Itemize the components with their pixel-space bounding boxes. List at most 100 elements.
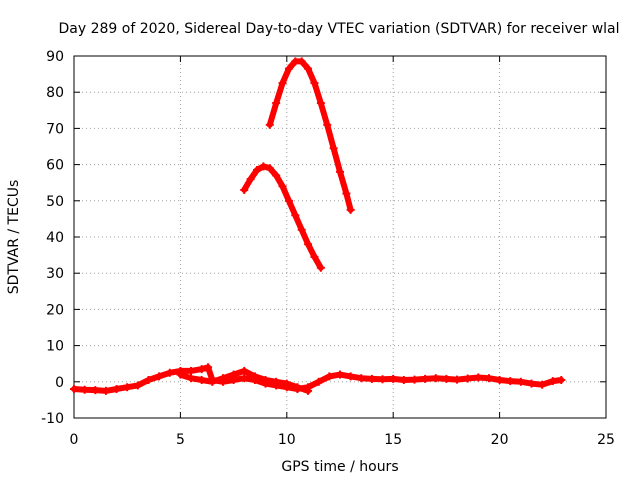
data-point [187, 374, 196, 383]
data-point [253, 166, 262, 175]
data-point [204, 363, 213, 372]
data-point [293, 383, 302, 392]
data-point [399, 375, 408, 384]
data-point [516, 377, 525, 386]
data-point [316, 263, 325, 272]
data-point [421, 374, 430, 383]
data-point [101, 386, 110, 395]
y-tick-label: 50 [46, 194, 64, 210]
data-point [80, 385, 89, 394]
data-point [346, 205, 355, 214]
data-series [265, 57, 355, 214]
data-point [123, 383, 132, 392]
data-point [176, 370, 185, 379]
data-point [346, 372, 355, 381]
y-tick-label: 10 [46, 339, 64, 355]
data-point [297, 225, 306, 234]
data-point [329, 144, 338, 153]
data-point [284, 64, 293, 73]
axis-ticks [73, 55, 607, 419]
data-point [91, 386, 100, 395]
x-tick-labels: 0 5 10 15 20 25 [70, 432, 615, 448]
y-tick-label: 90 [46, 49, 64, 65]
x-tick-label: 5 [176, 432, 185, 448]
data-point [187, 366, 196, 375]
data-point [557, 375, 566, 384]
data-point [250, 372, 259, 381]
y-tick-label: 30 [46, 266, 64, 282]
data-point [165, 368, 174, 377]
data-point [484, 374, 493, 383]
data-point [284, 196, 293, 205]
x-axis-label: GPS time / hours [281, 459, 398, 475]
grid [74, 56, 606, 418]
y-tick-label: 0 [55, 375, 64, 391]
data-point [389, 374, 398, 383]
y-tick-label: -10 [41, 411, 64, 427]
data-point [265, 164, 274, 173]
data-point [367, 374, 376, 383]
data-point [291, 211, 300, 220]
data-point [240, 185, 249, 194]
x-tick-label: 0 [70, 432, 79, 448]
x-tick-label: 10 [278, 432, 296, 448]
series-trace [241, 163, 324, 271]
data-point [431, 374, 440, 383]
data-point [410, 375, 419, 384]
y-tick-label: 40 [46, 230, 64, 246]
data-point [342, 189, 351, 198]
data-point [197, 365, 206, 374]
data-point [304, 240, 313, 249]
y-tick-label: 70 [46, 121, 64, 137]
data-point [314, 377, 323, 386]
data-point [316, 99, 325, 108]
data-point [155, 372, 164, 381]
y-tick-labels: -10 0 10 20 30 40 50 60 70 80 90 [41, 49, 64, 427]
data-point [133, 381, 142, 390]
data-point [378, 375, 387, 384]
data-point [453, 375, 462, 384]
data-point [538, 380, 547, 389]
data-point [336, 370, 344, 379]
data-point [304, 386, 313, 395]
data-point [272, 377, 281, 386]
data-point [240, 366, 249, 375]
data-series [70, 363, 566, 395]
data-point [325, 372, 334, 381]
data-point [144, 375, 153, 384]
data-point [272, 99, 281, 108]
data-point [474, 373, 483, 382]
data-point [259, 162, 268, 171]
data-point [278, 182, 287, 191]
data-point [442, 374, 451, 383]
data-point [70, 385, 78, 394]
data-point [197, 375, 206, 384]
data-points [70, 57, 566, 395]
y-tick-label: 60 [46, 158, 64, 174]
data-point [336, 167, 344, 176]
data-point [304, 64, 313, 73]
data-point [282, 379, 291, 388]
data-point [112, 385, 121, 394]
data-point [495, 375, 504, 384]
data-point [548, 377, 557, 386]
data-point [246, 175, 255, 184]
y-tick-label: 20 [46, 302, 64, 318]
data-point [310, 79, 319, 88]
series-trace [266, 58, 354, 213]
x-tick-label: 15 [384, 432, 402, 448]
x-tick-label: 25 [597, 432, 615, 448]
data-series [176, 366, 313, 395]
y-axis-label: SDTVAR / TECUs [6, 180, 22, 295]
data-series [240, 162, 325, 272]
data-point [357, 374, 366, 383]
data-point [323, 120, 332, 129]
y-tick-label: 80 [46, 85, 64, 101]
data-point [261, 375, 270, 384]
data-point [310, 252, 319, 261]
data-point [240, 374, 249, 383]
data-point [506, 377, 515, 386]
data-point [229, 370, 238, 379]
chart-title: Day 289 of 2020, Sidereal Day-to-day VTE… [58, 21, 619, 37]
